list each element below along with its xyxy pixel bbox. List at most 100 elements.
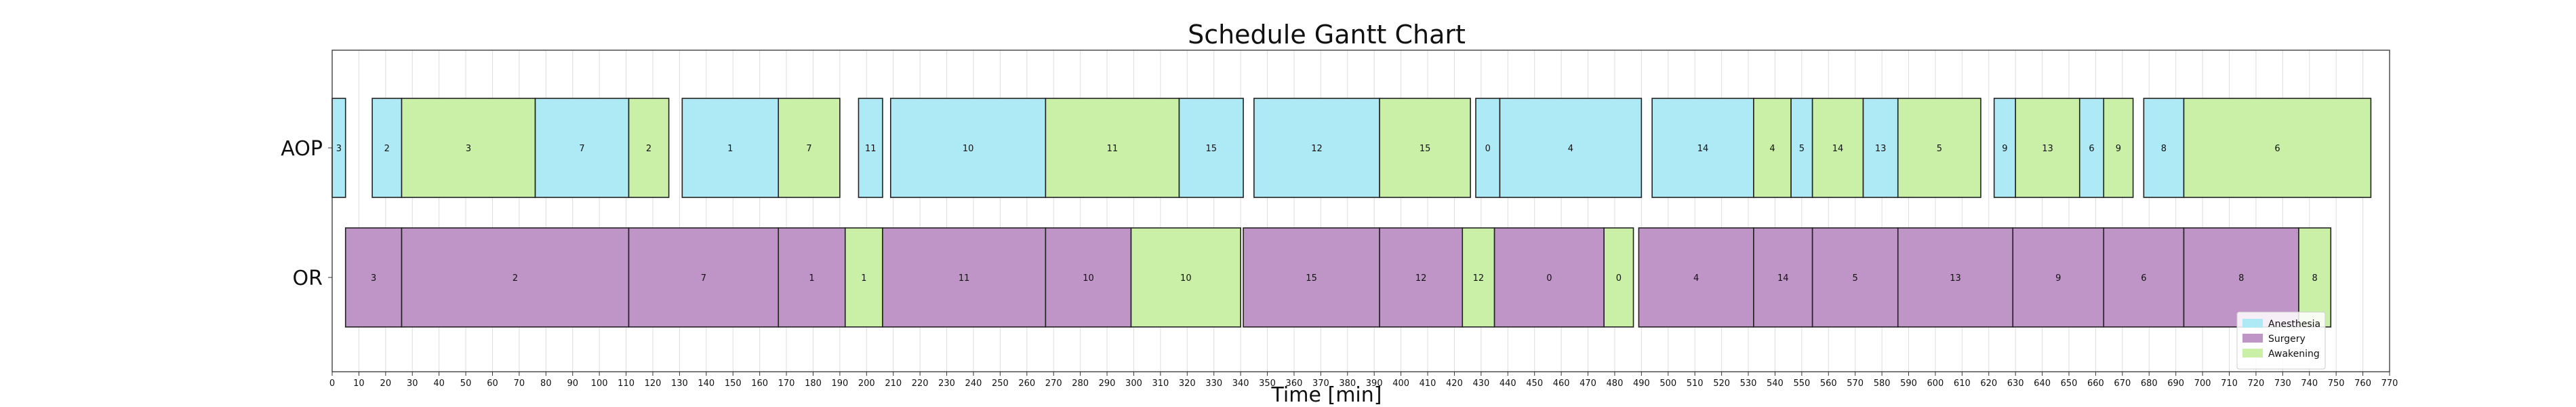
x-tick-label: 320 bbox=[1179, 379, 1196, 389]
x-tick-label: 460 bbox=[1553, 379, 1570, 389]
chart-title: Schedule Gantt Chart bbox=[1188, 20, 1466, 50]
bar-label: 10 bbox=[1180, 273, 1192, 284]
bar-label: 12 bbox=[1311, 144, 1323, 154]
bar-label: 9 bbox=[2002, 144, 2007, 154]
bar-or-surgery-11 bbox=[882, 227, 1047, 328]
bar-label: 5 bbox=[1799, 144, 1805, 154]
x-tick-label: 710 bbox=[2221, 379, 2238, 389]
legend: Anesthesia Surgery Awakening bbox=[2236, 311, 2326, 370]
bar-aop-awakening-2 bbox=[628, 98, 670, 198]
bar-label: 14 bbox=[1777, 273, 1789, 284]
bar-label: 9 bbox=[2116, 144, 2121, 154]
x-axis-ticks: 0 10 20 30 40 50 60 70 80 90 100 110 120 130 140 150 160… bbox=[329, 372, 2398, 389]
x-tick-label: 170 bbox=[778, 379, 795, 389]
bar-label: 11 bbox=[1107, 144, 1119, 154]
bar-aop-anesthesia-8 bbox=[2143, 98, 2185, 198]
bar-or-surgery-15 bbox=[1243, 227, 1380, 328]
x-tick-label: 240 bbox=[965, 379, 982, 389]
bar-label: 2 bbox=[646, 144, 651, 154]
x-tick-label: 680 bbox=[2141, 379, 2158, 389]
x-tick-label: 60 bbox=[487, 379, 498, 389]
bar-label: 13 bbox=[1950, 273, 1961, 284]
bar-aop-awakening-7 bbox=[778, 98, 841, 198]
x-tick-label: 290 bbox=[1099, 379, 1116, 389]
bar-or-surgery-6 bbox=[2103, 227, 2185, 328]
x-tick-label: 50 bbox=[460, 379, 472, 389]
bar-or-surgery-8 bbox=[2183, 227, 2299, 328]
bar-or-awakening-8 bbox=[2298, 227, 2332, 328]
x-tick-label: 190 bbox=[831, 379, 848, 389]
bar-label: 0 bbox=[1616, 273, 1622, 284]
bar-label: 12 bbox=[1415, 273, 1427, 284]
x-tick-label: 370 bbox=[1312, 379, 1329, 389]
row-label-aop: AOP bbox=[281, 137, 323, 161]
x-tick-label: 20 bbox=[380, 379, 392, 389]
x-tick-label: 430 bbox=[1472, 379, 1489, 389]
bar-or-surgery-12 bbox=[1379, 227, 1464, 328]
x-tick-label: 70 bbox=[514, 379, 525, 389]
x-tick-label: 310 bbox=[1152, 379, 1169, 389]
bar-label: 3 bbox=[371, 273, 376, 284]
bar-aop-awakening-5 bbox=[1897, 98, 1981, 198]
bar-label: 11 bbox=[959, 273, 970, 284]
bar-label: 5 bbox=[1853, 273, 1858, 284]
bar-aop-awakening-9 bbox=[2103, 98, 2134, 198]
bar-label: 14 bbox=[1832, 144, 1844, 154]
bar-aop-anesthesia-4 bbox=[1499, 98, 1643, 198]
bar-label: 2 bbox=[512, 273, 518, 284]
bar-label: 6 bbox=[2141, 273, 2146, 284]
bar-label: 0 bbox=[1546, 273, 1552, 284]
x-tick-label: 300 bbox=[1125, 379, 1142, 389]
bars: 3 2 3 7 2 1 7 11 10 11 15 12 15 0 4 14 4 5 14 13 5 9 13 6 9 8 63 2 7… bbox=[331, 98, 2372, 328]
legend-label-surgery: Surgery bbox=[2268, 334, 2306, 345]
x-tick-label: 510 bbox=[1687, 379, 1704, 389]
bar-or-surgery-3 bbox=[344, 227, 403, 328]
bar-or-surgery-5 bbox=[1811, 227, 1899, 328]
bar-label: 8 bbox=[2161, 144, 2167, 154]
bar-or-surgery-2 bbox=[401, 227, 630, 328]
x-tick-label: 770 bbox=[2381, 379, 2398, 389]
x-tick-label: 590 bbox=[1900, 379, 1917, 389]
bar-aop-anesthesia-15 bbox=[1178, 98, 1244, 198]
bar-or-surgery-9 bbox=[2012, 227, 2105, 328]
bar-or-awakening-1 bbox=[844, 227, 883, 328]
x-tick-label: 0 bbox=[329, 379, 335, 389]
bar-label: 4 bbox=[1769, 144, 1775, 154]
x-tick-label: 110 bbox=[618, 379, 635, 389]
bar-aop-anesthesia-12 bbox=[1253, 98, 1380, 198]
x-tick-label: 540 bbox=[1767, 379, 1784, 389]
bar-label: 7 bbox=[579, 144, 584, 154]
bar-label: 1 bbox=[809, 273, 814, 284]
legend-label-awakening: Awakening bbox=[2268, 349, 2320, 360]
bar-aop-anesthesia-2 bbox=[371, 98, 403, 198]
x-tick-label: 500 bbox=[1659, 379, 1676, 389]
x-tick-label: 10 bbox=[353, 379, 365, 389]
x-tick-label: 80 bbox=[540, 379, 552, 389]
x-tick-label: 400 bbox=[1392, 379, 1409, 389]
x-tick-label: 220 bbox=[912, 379, 929, 389]
x-tick-label: 130 bbox=[671, 379, 688, 389]
x-tick-label: 450 bbox=[1526, 379, 1543, 389]
x-tick-label: 570 bbox=[1847, 379, 1864, 389]
x-tick-label: 440 bbox=[1500, 379, 1516, 389]
x-tick-label: 90 bbox=[567, 379, 578, 389]
x-tick-label: 690 bbox=[2167, 379, 2184, 389]
bar-label: 7 bbox=[701, 273, 706, 284]
bar-or-awakening-0 bbox=[1603, 227, 1634, 328]
bar-aop-anesthesia-11 bbox=[858, 98, 883, 198]
plot-area bbox=[331, 50, 2390, 372]
x-tick-label: 620 bbox=[1980, 379, 1997, 389]
x-tick-label: 670 bbox=[2114, 379, 2131, 389]
bar-aop-awakening-15 bbox=[1379, 98, 1471, 198]
bar-label: 1 bbox=[727, 144, 733, 154]
x-tick-label: 230 bbox=[938, 379, 955, 389]
x-tick-label: 600 bbox=[1927, 379, 1944, 389]
bar-label: 1 bbox=[861, 273, 866, 284]
legend-swatch-awakening bbox=[2242, 349, 2263, 357]
x-tick-label: 120 bbox=[645, 379, 662, 389]
bar-label: 10 bbox=[963, 144, 974, 154]
bar-label: 4 bbox=[1568, 144, 1573, 154]
bar-label: 15 bbox=[1306, 273, 1317, 284]
bar-or-awakening-12 bbox=[1462, 227, 1495, 328]
